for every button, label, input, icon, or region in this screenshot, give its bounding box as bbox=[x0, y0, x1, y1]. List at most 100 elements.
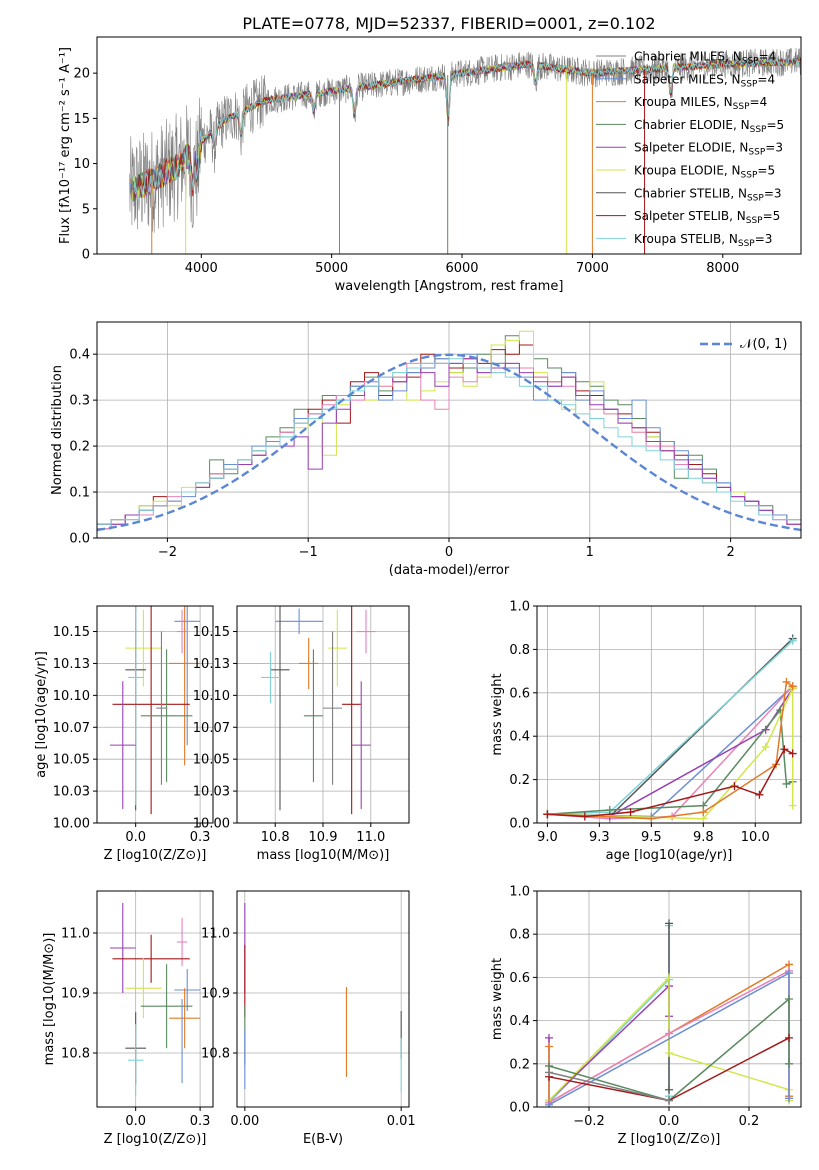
y-tick-label: 0.6 bbox=[509, 686, 530, 701]
weight-marker bbox=[780, 745, 789, 754]
errorbar-point bbox=[169, 988, 201, 1049]
legend-entry: Chabrier ELODIE, NSSP=5 bbox=[634, 118, 784, 135]
legend-entry-subscript: SSP bbox=[747, 193, 764, 203]
residuals-legend: 𝒩(0, 1) bbox=[700, 337, 787, 352]
legend-entry-text: Kroupa MILES, N bbox=[634, 95, 733, 109]
errorbar-point bbox=[176, 609, 188, 654]
weight-marker bbox=[785, 1094, 793, 1103]
legend-entry: 𝒩(0, 1) bbox=[740, 337, 787, 352]
x-tick-label: 4000 bbox=[185, 261, 218, 276]
y-tick-label: 0.2 bbox=[509, 773, 530, 788]
plot-area bbox=[543, 634, 797, 823]
y-tick-label: 10.15 bbox=[53, 625, 90, 640]
y-tick-label: 10.8 bbox=[61, 1047, 90, 1062]
mass-vs-extinction-panel: 0.00 0.01 10.8 10.9 11.0 E(B-V) bbox=[201, 890, 416, 1147]
gaussian-curve bbox=[97, 353, 801, 532]
y-tick-label: 10.03 bbox=[53, 785, 90, 800]
errorbar-point bbox=[356, 609, 376, 654]
axes: 10.8 10.9 11.0 10.00 10.03 10.05 10.07 10.10 10.… bbox=[193, 605, 410, 863]
axes: −2 −1 0 1 2 0.0 0.1 0.2 0.3 0.4 (data-model)/error… bbox=[50, 321, 802, 578]
y-tick-label: 11.0 bbox=[201, 927, 230, 942]
weight-marker bbox=[785, 1033, 793, 1042]
legend-entry-subscript: SSP bbox=[746, 216, 763, 226]
x-tick-label: 1 bbox=[586, 545, 594, 560]
grid bbox=[237, 606, 409, 824]
errorbar-point bbox=[112, 606, 190, 815]
legend-entry-value: =4 bbox=[759, 50, 777, 64]
legend-entry: Chabrier MILES, NSSP=4 bbox=[634, 50, 776, 67]
weight-marker bbox=[626, 808, 635, 817]
errorbar-point bbox=[327, 609, 347, 687]
legend-entry: Salpeter STELIB, NSSP=5 bbox=[634, 209, 780, 226]
errorbar-point bbox=[109, 903, 136, 993]
x-tick-label: 0.0 bbox=[659, 1114, 680, 1129]
plot-area bbox=[545, 919, 793, 1107]
legend-entry-subscript: SSP bbox=[741, 79, 758, 89]
x-tick-label: 10.8 bbox=[261, 830, 290, 845]
y-tick-label: 10.13 bbox=[53, 657, 90, 672]
x-tick-label: 7000 bbox=[576, 261, 609, 276]
axes-frame bbox=[536, 605, 802, 824]
errorbar-point bbox=[174, 969, 201, 1011]
y-tick-label: 0.2 bbox=[69, 440, 90, 455]
legend-entry-value: =5 bbox=[763, 209, 781, 223]
weight-line bbox=[547, 640, 794, 816]
y-tick-label: 0.4 bbox=[509, 1014, 530, 1029]
errorbar-point bbox=[109, 681, 136, 809]
y-tick-label: 0.4 bbox=[69, 348, 90, 363]
mass-vs-metallicity-panel: 0.0 0.3 10.8 10.9 11.0 Z [log10(Z/Z⊙)] mass [l… bbox=[42, 890, 214, 1147]
spectrum-panel: 4000 5000 6000 7000 8000 0 5 10 15 20 wavelength [… bbox=[58, 36, 802, 294]
errorbar-point bbox=[303, 649, 323, 783]
y-tick-label: 10.05 bbox=[53, 753, 90, 768]
y-tick-label: 0.1 bbox=[69, 486, 90, 501]
weight-marker bbox=[647, 814, 656, 823]
legend-entry-text: Kroupa STELIB, N bbox=[634, 232, 738, 246]
weight-marker bbox=[545, 1033, 553, 1042]
y-tick-label: 1.0 bbox=[509, 600, 530, 615]
legend-entry-text: Chabrier ELODIE, N bbox=[634, 118, 750, 132]
weight-line bbox=[547, 685, 794, 818]
weight-vs-age-panel: 9.0 9.3 9.5 9.8 10.0 0.0 0.2 0.4 0.6 0.8 1.0 age [l… bbox=[490, 600, 802, 863]
weight-marker bbox=[730, 782, 739, 791]
x-tick-label: 10.9 bbox=[309, 830, 338, 845]
plot-area bbox=[97, 330, 801, 538]
legend-entry-text: Kroupa ELODIE, N bbox=[634, 164, 741, 178]
errorbar-point bbox=[351, 681, 371, 809]
plot-area bbox=[244, 903, 402, 1092]
weight-marker bbox=[665, 973, 673, 982]
weight-marker bbox=[755, 790, 764, 799]
weight-marker bbox=[580, 812, 589, 821]
weight-line bbox=[547, 688, 794, 818]
x-axis-label: Z [log10(Z/Z⊙)] bbox=[104, 848, 207, 863]
y-axis-label: mass weight bbox=[490, 673, 505, 755]
y-tick-label: 10.9 bbox=[201, 987, 230, 1002]
weight-line bbox=[547, 637, 794, 818]
axes: 9.0 9.3 9.5 9.8 10.0 0.0 0.2 0.4 0.6 0.8 1.0 age [l… bbox=[490, 600, 802, 863]
legend-entry-value: =4 bbox=[750, 95, 768, 109]
axes: 0.0 0.3 10.00 10.03 10.05 10.07 10.10 10.13 10.1… bbox=[34, 605, 214, 863]
axes-frame bbox=[236, 890, 410, 1108]
errorbar-point bbox=[323, 631, 343, 785]
x-axis-label: mass [log10(M/M⊙)] bbox=[257, 848, 390, 863]
errorbar-point bbox=[112, 934, 190, 983]
weight-marker bbox=[665, 919, 673, 928]
y-tick-label: 10.07 bbox=[193, 721, 230, 736]
x-tick-label: −2 bbox=[158, 545, 177, 560]
legend-entry-value: =4 bbox=[757, 72, 775, 86]
weight-line bbox=[547, 680, 794, 820]
y-axis-label: mass weight bbox=[490, 958, 505, 1040]
legend-entry-value: =3 bbox=[765, 141, 783, 155]
x-tick-label: 9.8 bbox=[693, 830, 714, 845]
weight-marker bbox=[665, 1049, 673, 1057]
weight-marker bbox=[699, 808, 708, 817]
x-tick-label: 9.0 bbox=[537, 830, 558, 845]
y-tick-label: 0.0 bbox=[69, 532, 90, 547]
legend-entry: Kroupa MILES, NSSP=4 bbox=[634, 95, 767, 112]
x-axis-label: wavelength [Angstrom, rest frame] bbox=[335, 279, 564, 294]
errorbar-point bbox=[140, 964, 193, 1049]
y-tick-label: 10.9 bbox=[61, 987, 90, 1002]
legend-entry: Kroupa STELIB, NSSP=3 bbox=[634, 232, 772, 249]
axes: 0.0 0.3 10.8 10.9 11.0 Z [log10(Z/Z⊙)] mass [l… bbox=[42, 890, 214, 1147]
weight-marker bbox=[545, 1068, 553, 1077]
